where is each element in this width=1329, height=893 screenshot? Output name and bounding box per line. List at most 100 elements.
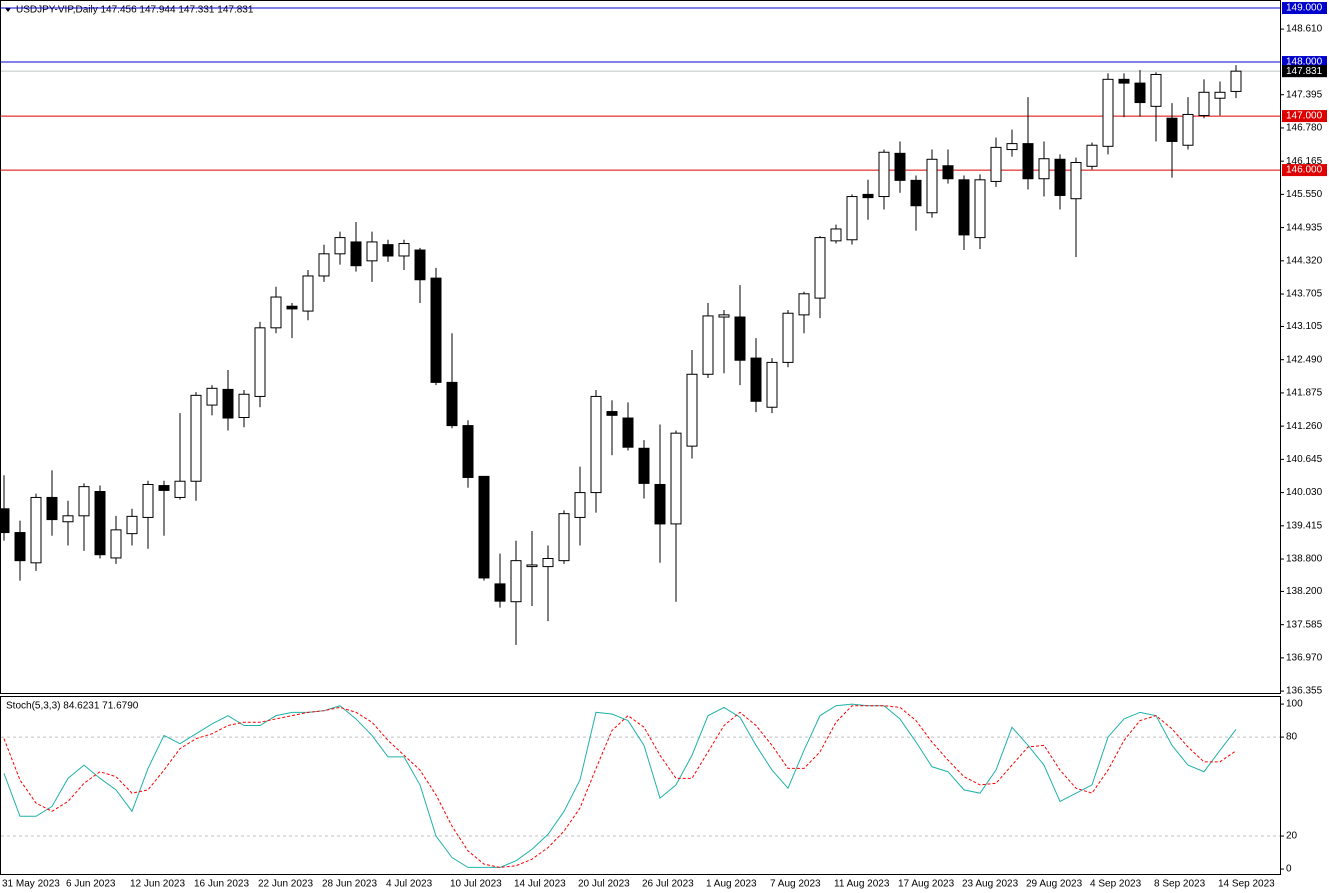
candle-body [222,388,234,419]
y-tick-label: 80 [1286,732,1298,743]
candle-body [798,293,810,316]
candle-body [238,393,250,418]
candle-body [862,193,874,199]
x-tick-label: 20 Jul 2023 [578,879,630,890]
y-tick-label: 100 [1286,699,1303,710]
candle-body [750,357,762,402]
candle-body [942,165,954,180]
candle-body [30,496,42,564]
candle-body [590,395,602,494]
y-tick-label: 136.355 [1286,686,1323,697]
x-tick-label: 28 Jun 2023 [322,879,377,890]
candle-body [158,485,170,491]
candle-body [302,275,314,312]
y-tick-label: 147.395 [1286,89,1323,100]
y-tick-label: 144.320 [1286,255,1323,266]
y-tick-label: 141.875 [1286,388,1323,399]
candle-body [718,314,730,318]
y-tick-label: 142.490 [1286,354,1323,365]
candle-body [526,564,538,568]
y-tick-label: 144.935 [1286,222,1323,233]
candle-body [1166,117,1178,142]
candle-body [430,277,442,383]
level-label: 146.000 [1286,165,1323,176]
candle-body [830,228,842,242]
x-tick-label: 8 Sep 2023 [1154,879,1206,890]
candle-body [1070,162,1082,200]
candle-body [606,411,618,416]
x-tick-label: 14 Jul 2023 [514,879,566,890]
candle-body [1230,70,1242,92]
level-label-box [1282,56,1327,69]
candle-body [510,560,522,603]
candle-body [638,447,650,484]
x-tick-label: 23 Aug 2023 [962,879,1019,890]
x-tick-label: 7 Aug 2023 [770,879,821,890]
y-tick-label: 139.415 [1286,520,1323,531]
candle-body [206,387,218,406]
x-tick-label: 6 Jun 2023 [66,879,116,890]
y-tick-label: 143.705 [1286,289,1323,300]
candle-body [174,480,186,498]
candle-body [142,483,154,518]
candle-body [702,315,714,375]
level-label: 149.000 [1286,3,1323,14]
candle-body [398,243,410,257]
y-tick-label: 138.200 [1286,586,1323,597]
x-tick-label: 4 Sep 2023 [1090,879,1142,890]
candle-body [366,241,378,262]
candle-body [622,417,634,448]
candle-body [542,557,554,568]
y-tick-label: 148.610 [1286,24,1323,35]
candle-body [478,475,490,579]
x-tick-label: 12 Jun 2023 [130,879,185,890]
y-tick-label: 0 [1286,864,1292,875]
candle-body [1150,73,1162,107]
menu-arrow [5,8,11,12]
candle-body [766,361,778,408]
candle-body [878,151,890,198]
candle-body [1086,144,1098,167]
y-tick-label: 137.585 [1286,619,1323,630]
level-label: 147.831 [1286,66,1323,77]
candle-body [814,237,826,299]
candle-body [334,237,346,255]
candle-body [254,327,266,397]
x-tick-label: 26 Jul 2023 [642,879,694,890]
candle-body [494,583,506,602]
candle-body [270,296,282,329]
stoch-line [3,705,1237,868]
candle-body [318,253,330,277]
candle-body [1022,143,1034,180]
stoch-line [3,703,1237,868]
candle-body [574,492,586,518]
chart-title: USDJPY-VIP,Daily 147.456 147.944 147.331… [16,5,254,16]
candle-body [846,196,858,241]
candle-body [414,249,426,281]
y-tick-label: 140.030 [1286,487,1323,498]
candle-body [0,508,10,534]
candle-body [94,491,106,556]
x-tick-label: 10 Jul 2023 [450,879,502,890]
main-panel [0,0,1281,694]
candle-body [446,381,458,427]
level-label-box [1282,110,1327,123]
candle-body [110,529,122,559]
y-tick-label: 138.800 [1286,554,1323,565]
x-tick-label: 31 May 2023 [2,879,60,890]
indicator-title: Stoch(5,3,3) 84.6231 71.6790 [6,701,139,712]
candle-body [190,394,202,482]
candle-body [734,316,746,361]
level-label-box [1282,2,1327,15]
candle-body [1134,82,1146,104]
candle-body [686,373,698,447]
x-tick-label: 17 Aug 2023 [898,879,955,890]
candle-body [1214,91,1226,99]
candle-body [654,483,666,525]
candle-body [782,312,794,363]
y-tick-label: 146.165 [1286,156,1323,167]
candle-body [1182,113,1194,146]
x-tick-label: 22 Jun 2023 [258,879,313,890]
